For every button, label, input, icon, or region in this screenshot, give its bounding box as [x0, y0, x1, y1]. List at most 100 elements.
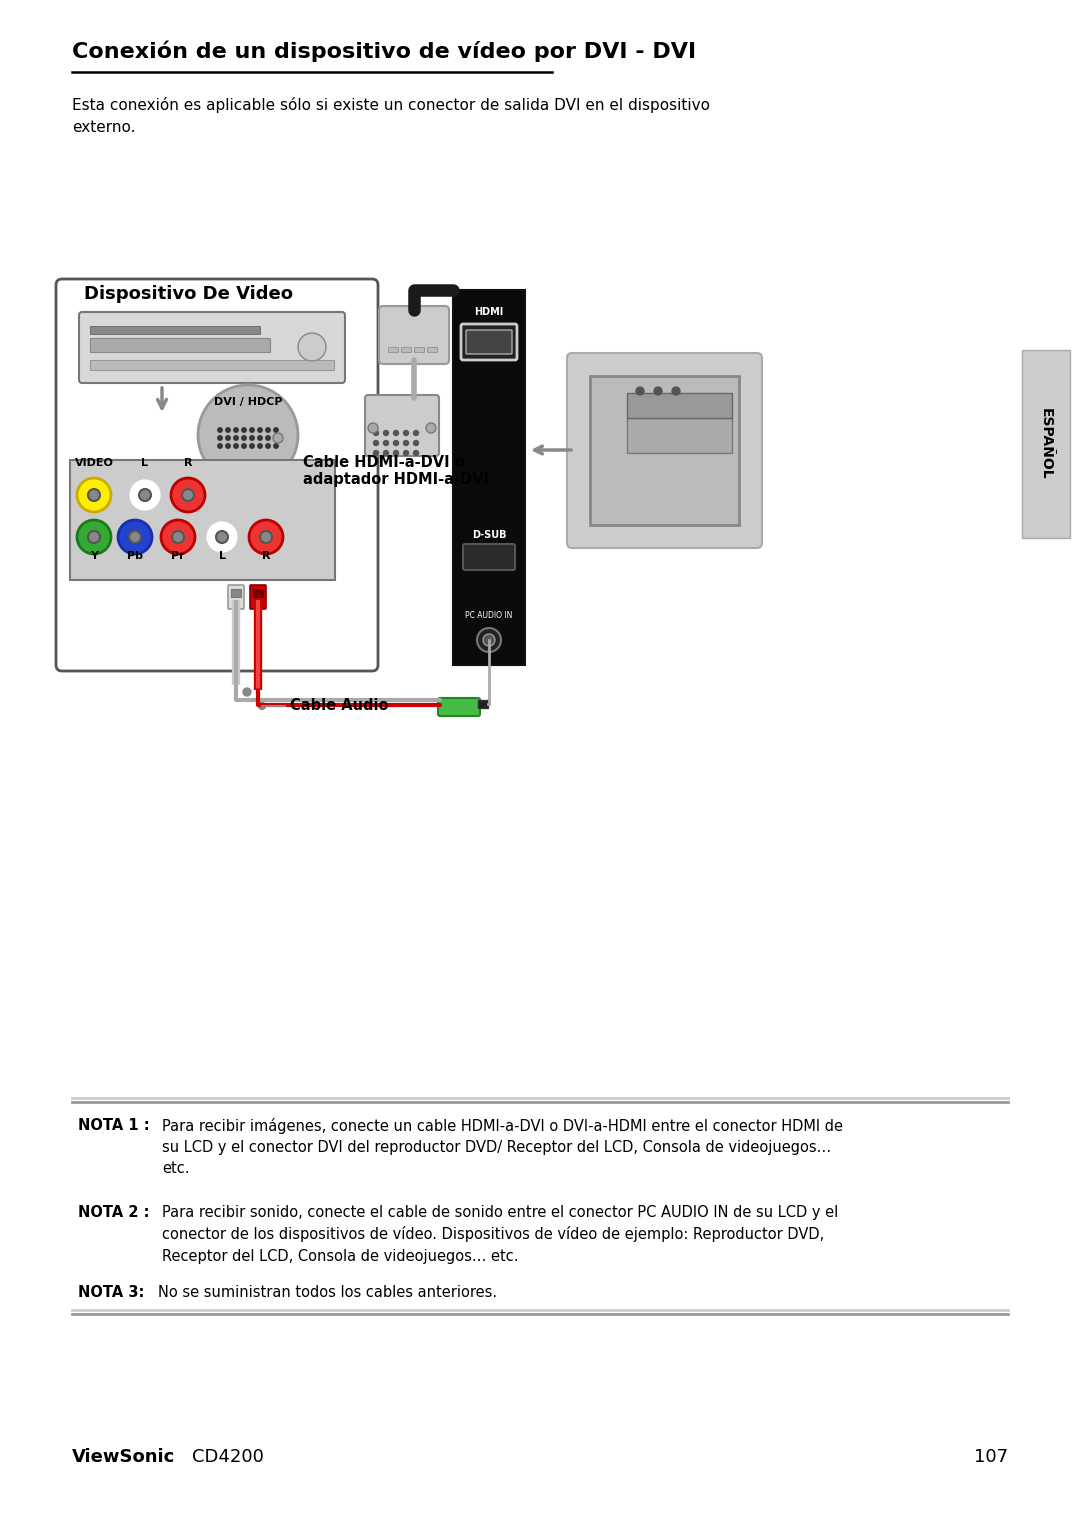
Circle shape [414, 431, 419, 435]
Circle shape [266, 435, 270, 440]
FancyBboxPatch shape [79, 312, 345, 383]
Text: NOTA 3:: NOTA 3: [78, 1286, 145, 1299]
Circle shape [273, 434, 283, 443]
FancyBboxPatch shape [463, 544, 515, 570]
Circle shape [260, 531, 272, 544]
Circle shape [118, 521, 152, 554]
Bar [427, 347, 437, 353]
Text: R: R [184, 458, 192, 467]
Circle shape [672, 386, 680, 395]
Circle shape [249, 521, 283, 554]
Circle shape [383, 450, 389, 455]
Text: ViewSonic: ViewSonic [72, 1448, 175, 1466]
Text: No se suministran todos los cables anteriores.: No se suministran todos los cables anter… [158, 1286, 497, 1299]
Circle shape [198, 385, 298, 486]
Circle shape [226, 428, 230, 432]
Bar [231, 589, 241, 597]
Bar [453, 290, 525, 664]
Circle shape [205, 521, 239, 554]
Circle shape [218, 444, 222, 449]
FancyBboxPatch shape [567, 353, 762, 548]
Text: Pr: Pr [172, 551, 185, 560]
Circle shape [77, 478, 111, 512]
Circle shape [87, 531, 100, 544]
FancyBboxPatch shape [228, 585, 244, 609]
Circle shape [404, 450, 408, 455]
Circle shape [233, 444, 239, 449]
Circle shape [242, 444, 246, 449]
Bar [590, 376, 739, 525]
Circle shape [483, 634, 495, 646]
Bar [90, 360, 334, 370]
Circle shape [404, 440, 408, 446]
Text: DVI / HDCP: DVI / HDCP [214, 397, 282, 408]
Text: ESPAÑOL: ESPAÑOL [1039, 408, 1053, 479]
Circle shape [129, 531, 141, 544]
Text: NOTA 1 :: NOTA 1 : [78, 1118, 150, 1133]
Text: Para recibir imágenes, conecte un cable HDMI-a-DVI o DVI-a-HDMI entre el conecto: Para recibir imágenes, conecte un cable … [162, 1118, 843, 1176]
Circle shape [87, 489, 100, 501]
Circle shape [636, 386, 644, 395]
Text: HDMI: HDMI [474, 307, 503, 318]
Circle shape [274, 435, 279, 440]
Bar [627, 418, 732, 454]
Circle shape [243, 689, 251, 696]
Text: Y: Y [90, 551, 98, 560]
Circle shape [258, 435, 262, 440]
Circle shape [374, 431, 378, 435]
Text: D-SUB: D-SUB [472, 530, 507, 541]
Circle shape [654, 386, 662, 395]
Circle shape [258, 444, 262, 449]
Text: Pb: Pb [127, 551, 143, 560]
Circle shape [266, 428, 270, 432]
FancyBboxPatch shape [56, 279, 378, 670]
Text: CD4200: CD4200 [192, 1448, 264, 1466]
Text: PC AUDIO IN: PC AUDIO IN [465, 611, 513, 620]
Circle shape [183, 489, 194, 501]
Circle shape [172, 531, 184, 544]
Circle shape [249, 428, 254, 432]
Circle shape [274, 444, 279, 449]
Circle shape [393, 440, 399, 446]
Circle shape [393, 450, 399, 455]
Circle shape [226, 435, 230, 440]
Circle shape [266, 444, 270, 449]
Circle shape [77, 521, 111, 554]
Circle shape [298, 333, 326, 360]
Circle shape [414, 450, 419, 455]
Bar [401, 347, 411, 353]
FancyBboxPatch shape [365, 395, 438, 457]
Text: L: L [141, 458, 149, 467]
Circle shape [258, 702, 266, 710]
Circle shape [258, 428, 262, 432]
FancyBboxPatch shape [438, 698, 480, 716]
Circle shape [393, 431, 399, 435]
Text: NOTA 2 :: NOTA 2 : [78, 1205, 149, 1220]
FancyBboxPatch shape [249, 585, 266, 609]
Bar [90, 325, 260, 334]
Circle shape [161, 521, 195, 554]
Circle shape [129, 478, 162, 512]
FancyBboxPatch shape [379, 305, 449, 363]
Bar [90, 337, 270, 353]
Circle shape [414, 440, 419, 446]
Text: Cable HDMI-a-DVI o
adaptador HDMI-a-DVI: Cable HDMI-a-DVI o adaptador HDMI-a-DVI [303, 455, 489, 487]
Bar [253, 589, 264, 597]
Text: VIDEO: VIDEO [75, 458, 113, 467]
Circle shape [233, 428, 239, 432]
Circle shape [139, 489, 151, 501]
Text: 107: 107 [974, 1448, 1008, 1466]
Circle shape [216, 531, 228, 544]
Circle shape [426, 423, 436, 434]
Circle shape [374, 450, 378, 455]
Circle shape [242, 428, 246, 432]
Circle shape [383, 440, 389, 446]
Circle shape [242, 435, 246, 440]
Text: Esta conexión es aplicable sólo si existe un conector de salida DVI en el dispos: Esta conexión es aplicable sólo si exist… [72, 98, 710, 134]
Bar [478, 699, 488, 709]
Bar [388, 347, 399, 353]
Circle shape [368, 423, 378, 434]
Text: Para recibir sonido, conecte el cable de sonido entre el conector PC AUDIO IN de: Para recibir sonido, conecte el cable de… [162, 1205, 838, 1263]
Circle shape [274, 428, 279, 432]
Bar [1022, 350, 1070, 538]
